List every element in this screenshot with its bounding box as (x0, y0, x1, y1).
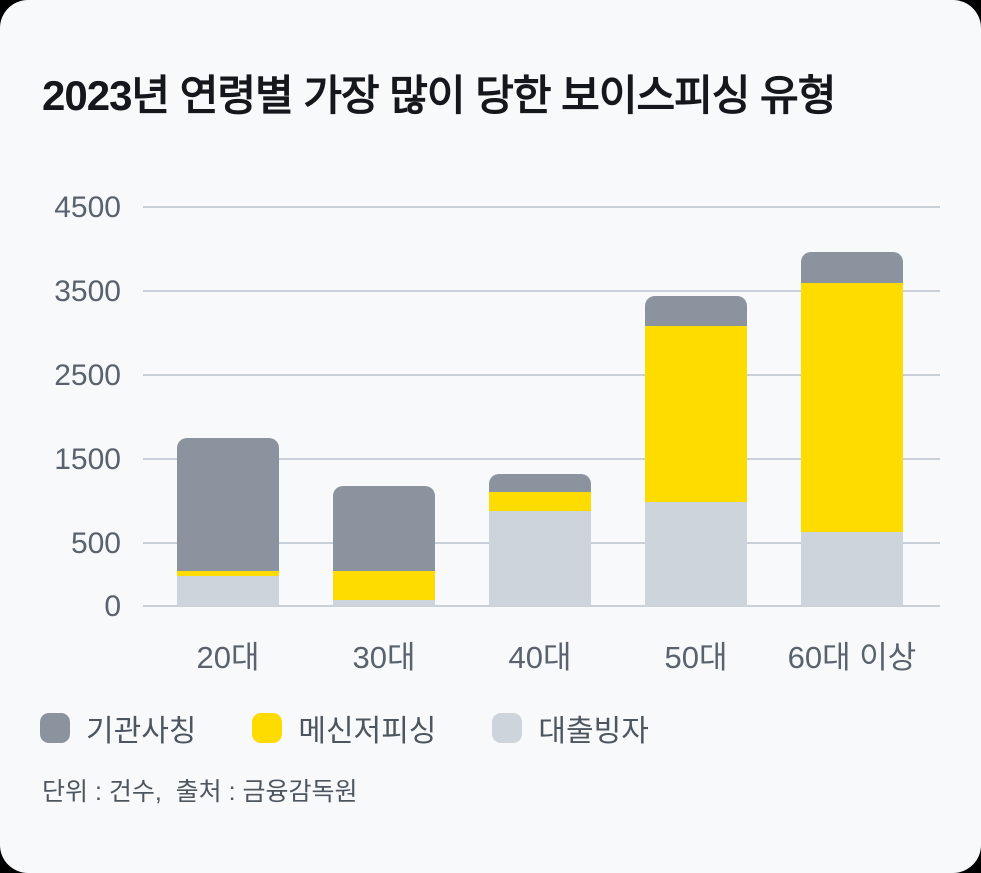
gridline-3500 (143, 290, 940, 292)
legend-item-messenger: 메신저피싱 (252, 706, 436, 750)
bar-segment-대출빙자 (177, 575, 279, 606)
gridline-1500 (143, 458, 940, 460)
y-tick-label-500: 500 (70, 527, 121, 560)
y-tick-label-2500: 2500 (54, 359, 121, 392)
y-tick-label-0: 0 (104, 590, 121, 623)
bar-50대 (645, 296, 747, 606)
legend-swatch-yellow (252, 713, 283, 743)
legend-label: 대출빙자 (538, 715, 649, 748)
x-axis-label-30대: 30대 (352, 640, 416, 675)
bar-segment-메신저피싱 (333, 570, 435, 600)
legend-item-loan: 대출빙자 (492, 706, 649, 750)
x-axis-label-40대: 40대 (508, 640, 572, 675)
bar-segment-메신저피싱 (645, 325, 747, 502)
bar-segment-대출빙자 (333, 599, 435, 606)
bar-segment-기관사칭 (645, 296, 747, 326)
bar-segment-대출빙자 (645, 501, 747, 606)
x-axis-label-50대: 50대 (664, 640, 728, 675)
y-tick-label-1500: 1500 (54, 443, 121, 476)
y-tick-label-4500: 4500 (54, 191, 121, 224)
gridline-2500 (143, 374, 940, 376)
bar-20대 (177, 438, 279, 606)
chart-footer: 단위 : 건수, 출처 : 금융감독원 (42, 778, 358, 806)
bar-segment-기관사칭 (333, 486, 435, 571)
bar-segment-대출빙자 (801, 532, 903, 606)
bar-segment-기관사칭 (177, 438, 279, 571)
x-axis-line (143, 605, 940, 607)
chart-title: 2023년 연령별 가장 많이 당한 보이스피싱 유형 (42, 72, 836, 119)
bar-30대 (333, 486, 435, 606)
bar-segment-메신저피싱 (177, 570, 279, 576)
legend-swatch-lightgray (492, 713, 523, 743)
bar-segment-메신저피싱 (489, 492, 591, 512)
bar-segment-대출빙자 (489, 511, 591, 606)
bar-40대 (489, 474, 591, 606)
legend-swatch-gray (40, 713, 70, 743)
legend-label: 메신저피싱 (298, 715, 437, 748)
legend-item-institution: 기관사칭 (40, 706, 196, 750)
legend: 기관사칭 메신저피싱 대출빙자 (40, 706, 649, 750)
gridline-4500 (143, 206, 940, 208)
y-tick-label-3500: 3500 (54, 275, 121, 308)
bar-segment-기관사칭 (801, 251, 903, 284)
bar-segment-기관사칭 (489, 474, 591, 493)
x-axis-label-20대: 20대 (196, 640, 260, 675)
x-axis-label-60대 이상: 60대 이상 (787, 640, 917, 675)
legend-label: 기관사칭 (86, 715, 197, 748)
bar-segment-메신저피싱 (801, 283, 903, 533)
bar-60대 이상 (801, 251, 903, 606)
